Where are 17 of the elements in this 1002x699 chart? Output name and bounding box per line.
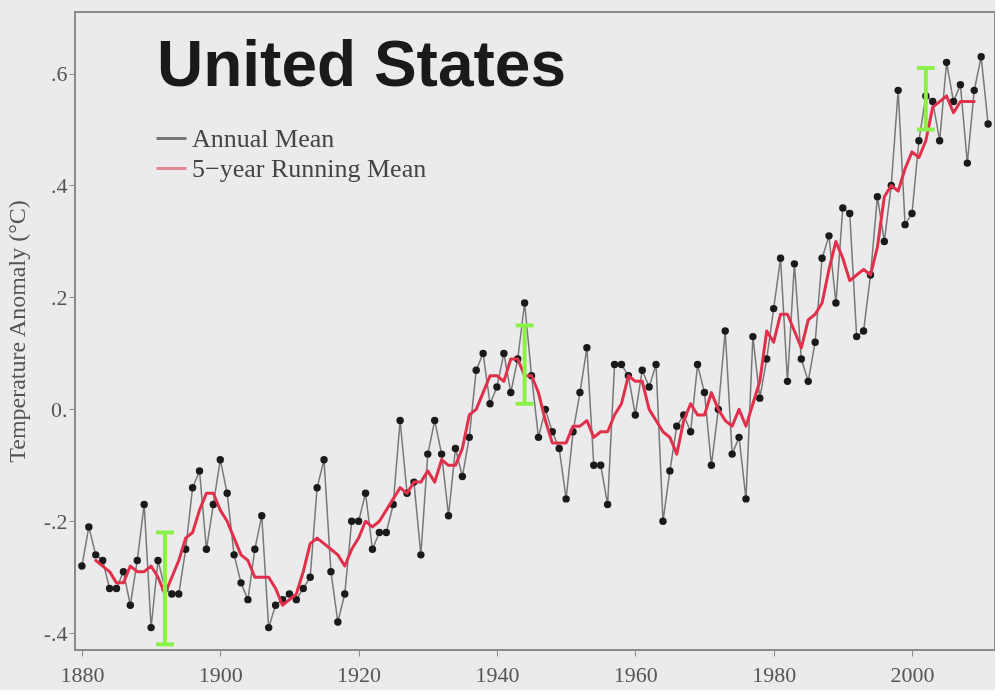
y-tick-label: .4 (51, 172, 68, 198)
x-tick-label: 1900 (198, 661, 243, 687)
x-tick-label: 1980 (752, 661, 797, 687)
legend-label: 5−year Running Mean (192, 153, 427, 183)
y-tick-label: -.2 (43, 508, 68, 534)
y-tick-label: -.4 (43, 620, 68, 646)
chart-title: United States (157, 28, 566, 100)
x-tick-label: 1960 (613, 661, 658, 687)
legend-label: Annual Mean (192, 123, 335, 153)
y-tick-label: .6 (51, 61, 68, 87)
y-axis-title: Temperature Anomaly (°C) (3, 200, 30, 463)
x-tick-label: 1940 (475, 661, 520, 687)
x-tick-label: 1880 (60, 661, 105, 687)
y-tick-label: 0. (51, 396, 68, 422)
y-tick-label: .2 (51, 284, 68, 310)
x-tick-label: 1920 (337, 661, 382, 687)
x-tick-label: 2000 (890, 661, 935, 687)
